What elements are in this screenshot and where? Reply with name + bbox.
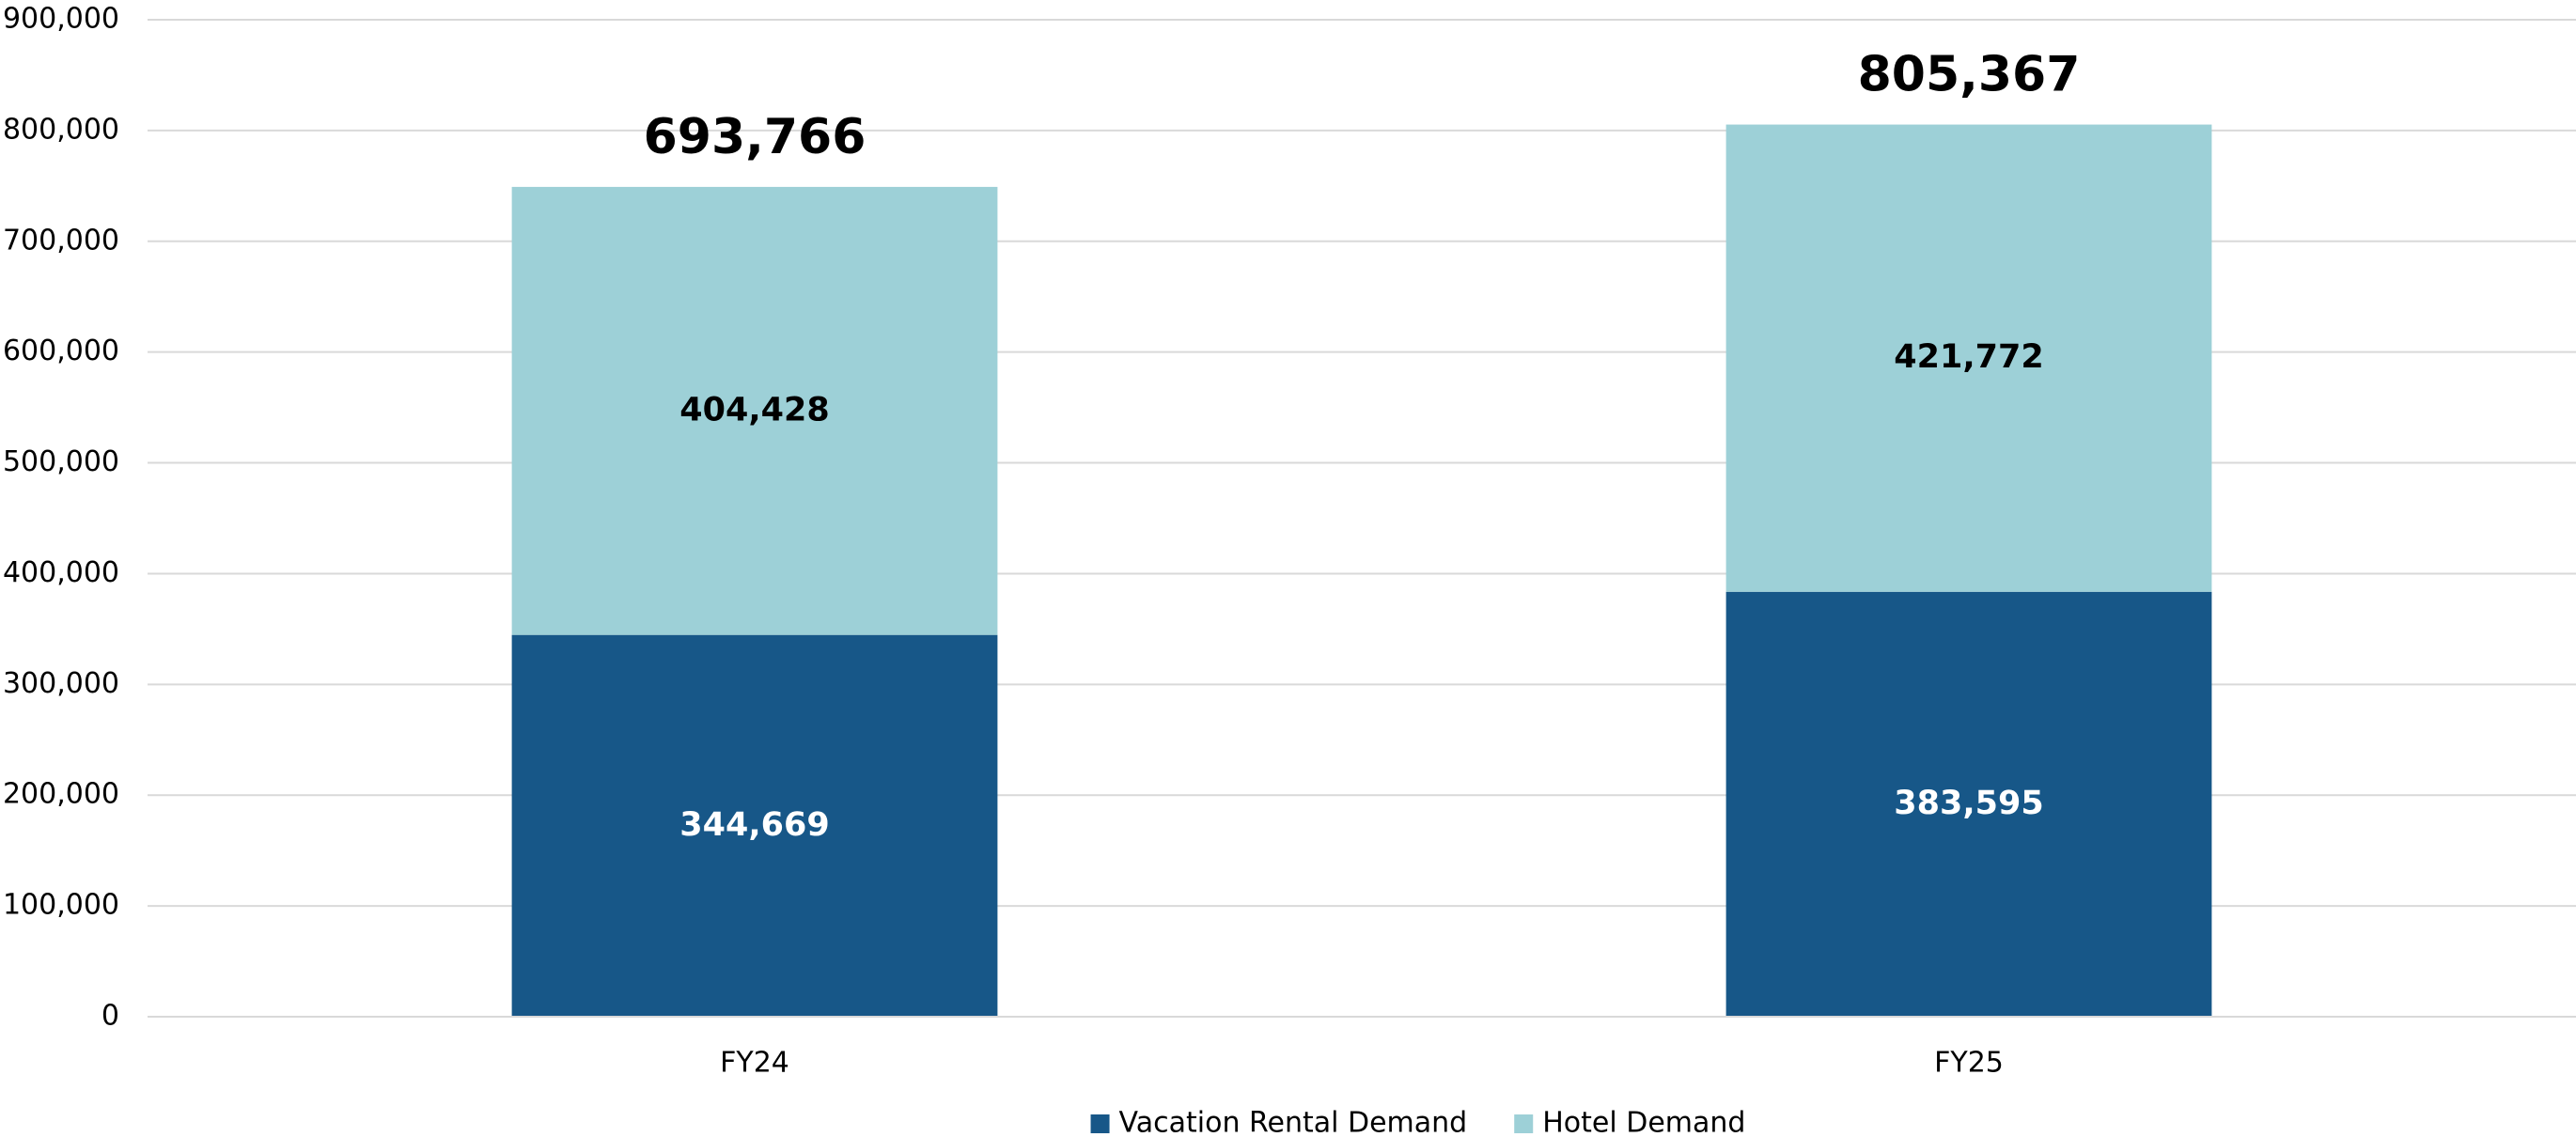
- y-tick-label: 0: [101, 1000, 119, 1033]
- bar-segment: [511, 634, 998, 1017]
- value-label: 404,428: [679, 391, 829, 428]
- y-tick-label: 200,000: [3, 778, 119, 811]
- y-tick-label: 800,000: [3, 113, 119, 146]
- y-tick-label: 400,000: [3, 556, 119, 589]
- x-tick-label: FY25: [1934, 1047, 2004, 1080]
- value-label: 344,669: [679, 806, 829, 844]
- legend-label: Hotel Demand: [1542, 1107, 1745, 1137]
- y-tick-label: 100,000: [3, 889, 119, 922]
- y-tick-label: 600,000: [3, 335, 119, 367]
- bar-segment: [1725, 124, 2212, 592]
- legend-label: Vacation Rental Demand: [1119, 1107, 1468, 1137]
- x-tick-label: FY24: [720, 1047, 789, 1080]
- y-tick-label: 900,000: [3, 3, 119, 36]
- bar-segment: [511, 186, 998, 635]
- y-tick-label: 700,000: [3, 224, 119, 257]
- total-label: 805,367: [1858, 47, 2081, 103]
- bar-segment: [1725, 591, 2212, 1017]
- y-tick-label: 500,000: [3, 445, 119, 478]
- value-label: 383,595: [1894, 785, 2043, 822]
- total-label: 693,766: [644, 109, 866, 165]
- legend-swatch: [1090, 1114, 1110, 1133]
- y-tick-label: 300,000: [3, 667, 119, 700]
- legend-swatch: [1514, 1114, 1534, 1133]
- value-label: 421,772: [1894, 338, 2043, 376]
